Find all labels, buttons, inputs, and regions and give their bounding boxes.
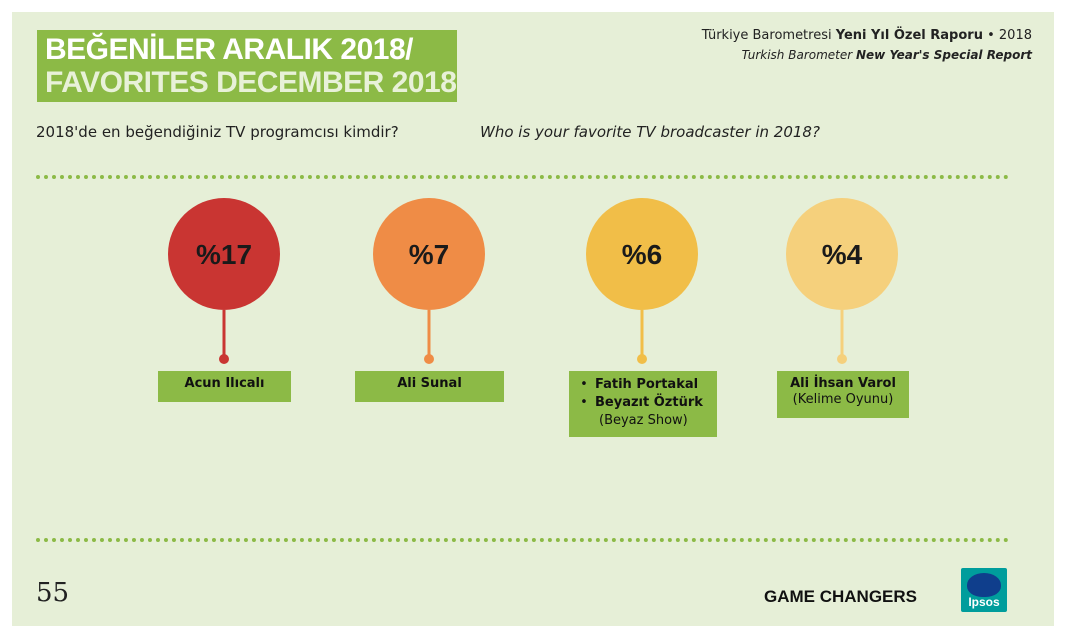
page-number: 55 <box>36 578 70 608</box>
label-name: Acun Ilıcalı <box>184 376 265 391</box>
question-tr: 2018'de en beğendiğiniz TV programcısı k… <box>36 123 399 141</box>
bubble-item-4 <box>786 198 898 310</box>
report-title-tr: Türkiye Barometresi Yeni Yıl Özel Raporu… <box>702 28 1032 43</box>
value-label-item-3: %6 <box>622 239 662 270</box>
question-en: Who is your favorite TV broadcaster in 2… <box>480 123 820 141</box>
label-name-list: Fatih Portakal Beyazıt Öztürk <box>573 376 717 412</box>
label-name: Beyazıt Öztürk <box>573 394 717 412</box>
label-fatih-portakal-beyazit-ozturk: Fatih Portakal Beyazıt Öztürk (Beyaz Sho… <box>569 371 717 437</box>
divider-bottom <box>36 538 1009 542</box>
label-name: Fatih Portakal <box>573 376 717 394</box>
connector-dot-item-2 <box>424 354 434 364</box>
label-sub: (Beyaz Show) <box>599 413 688 428</box>
label-sub: (Kelime Oyunu) <box>792 392 894 407</box>
report-en-bold: New Year's Special Report <box>856 48 1032 62</box>
bubble-item-1 <box>168 198 280 310</box>
divider-top <box>36 175 1009 179</box>
title-line-tr: BEĞENİLER ARALIK 2018/ <box>45 33 413 66</box>
label-ali-sunal: Ali Sunal <box>355 371 504 402</box>
ipsos-logo: Ipsos <box>961 568 1007 612</box>
report-title-en: Turkish Barometer New Year's Special Rep… <box>742 48 1032 62</box>
value-label-item-1: %17 <box>196 239 252 270</box>
bubble-item-2 <box>373 198 485 310</box>
connector-dot-item-1 <box>219 354 229 364</box>
bubble-item-3 <box>586 198 698 310</box>
label-name: Ali İhsan Varol <box>790 376 896 391</box>
label-acun-ilicali: Acun Ilıcalı <box>158 371 291 402</box>
value-label-item-4: %4 <box>822 239 863 270</box>
label-name: Ali Sunal <box>397 376 462 391</box>
report-tr-bold: Yeni Yıl Özel Raporu <box>835 28 983 43</box>
connector-dot-item-3 <box>637 354 647 364</box>
report-tr-post: • 2018 <box>982 28 1032 43</box>
logo-text: Ipsos <box>968 595 1000 609</box>
title-box: BEĞENİLER ARALIK 2018/ FAVORITES DECEMBE… <box>37 30 457 102</box>
label-ali-ihsan-varol: Ali İhsan Varol (Kelime Oyunu) <box>777 371 909 418</box>
report-tr-pre: Türkiye Barometresi <box>701 28 836 43</box>
connector-dot-item-4 <box>837 354 847 364</box>
report-en-pre: Turkish Barometer <box>741 48 856 62</box>
slide <box>12 12 1054 626</box>
brand-text: GAME CHANGERS <box>764 587 918 606</box>
title-line-en: FAVORITES DECEMBER 2018 <box>45 66 457 99</box>
value-label-item-2: %7 <box>409 239 449 270</box>
logo-shape <box>967 573 1001 597</box>
